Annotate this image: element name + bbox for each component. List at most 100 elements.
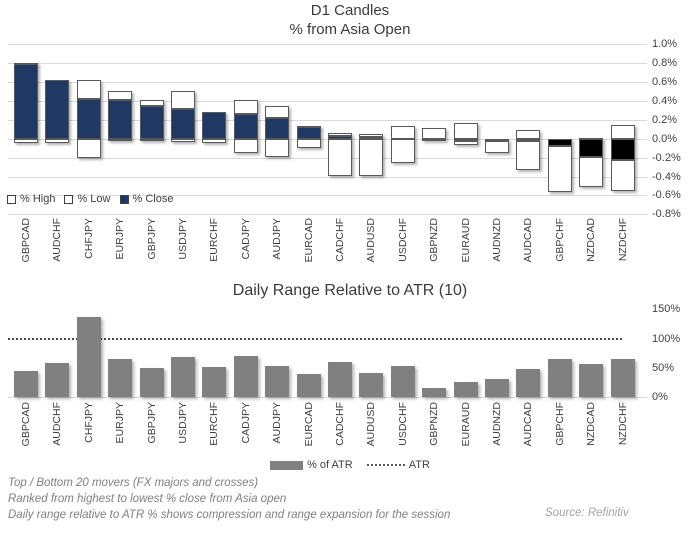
candle-GBPCHF — [547, 138, 572, 147]
atr-bar-CHFJPY — [76, 316, 101, 398]
top-x-tick-label: CADJPY — [239, 218, 252, 260]
atr-bar-AUDCHF — [45, 363, 70, 398]
candle-NZDCHF — [610, 124, 635, 139]
candle-EURCHF — [202, 138, 227, 144]
candle-CADJPY — [233, 114, 258, 139]
legend-label: % High — [20, 193, 56, 205]
top-x-tick-label: GBPNZD — [428, 218, 441, 262]
top-y-tick-label: 1.0% — [652, 38, 678, 51]
top-x-tick-label: AUDNZD — [491, 218, 503, 262]
candle-CHFJPY — [76, 99, 101, 139]
candle-NZDCHF — [610, 138, 635, 161]
atr-bar-AUDUSD — [359, 373, 384, 398]
top-x-tick-label: GBPCAD — [20, 218, 32, 263]
bottom-chart-legend: % of ATR ATR — [0, 459, 700, 471]
candle-USDCHF — [390, 126, 415, 139]
bottom-x-tick-label: CHFJPY — [82, 402, 95, 443]
legend-swatch — [7, 194, 16, 204]
candle-AUDNZD — [485, 140, 509, 153]
bottom-x-tick-label: AUDJPY — [271, 402, 284, 444]
candle-CHFJPY — [76, 80, 101, 99]
candle-EURJPY — [108, 100, 133, 139]
top-x-tick-label: AUDCAD — [522, 218, 535, 263]
bottom-x-tick-label: GBPJPY — [145, 402, 158, 444]
candle-EURJPY — [108, 91, 133, 100]
bottom-x-tick-label: EURAUD — [459, 402, 472, 447]
candle-AUDJPY — [265, 117, 290, 139]
candle-EURCAD — [296, 138, 321, 149]
top-x-tick-label: AUDUSD — [365, 218, 378, 263]
legend-item-atr: ATR — [366, 459, 430, 471]
bottom-y-tick-label: 100% — [652, 332, 681, 345]
bottom-x-tick-label: USDJPY — [177, 402, 189, 444]
top-gridline — [8, 119, 647, 121]
candle-NZDCAD — [579, 138, 604, 157]
atr-bar-NZDCHF — [610, 359, 635, 398]
source-credit: Source: Refinitiv — [545, 507, 629, 519]
candle-GBPJPY — [139, 100, 164, 106]
candle-CADCHF — [328, 135, 352, 139]
legend-label: % Low — [77, 193, 111, 205]
candle-GBPCHF — [547, 146, 572, 192]
atr-bar-USDJPY — [171, 357, 195, 398]
legend-label: % of ATR — [307, 459, 353, 471]
atr-bar-CADJPY — [233, 355, 258, 398]
bottom-x-tick-label: CADJPY — [239, 402, 252, 444]
top-x-tick-label: USDJPY — [177, 218, 189, 260]
top-y-tick-label: -0.2% — [652, 151, 681, 164]
atr-bar-GBPCHF — [547, 358, 572, 398]
bottom-x-tick-label: EURCAD — [302, 402, 315, 447]
legend-swatch — [64, 194, 74, 204]
bottom-x-tick-label: GBPNZD — [428, 402, 441, 446]
top-gridline — [8, 157, 647, 159]
candle-GBPJPY — [139, 105, 164, 139]
bottom-y-tick-label: 150% — [652, 303, 681, 316]
top-x-tick-label: EURAUD — [459, 218, 472, 263]
top-gridline — [8, 100, 647, 102]
top-y-tick-label: -0.8% — [652, 208, 681, 221]
top-x-tick-label: NZDCAD — [585, 218, 598, 262]
atr-bar-EURAUD — [453, 381, 478, 398]
candle-AUDCAD — [516, 138, 541, 141]
candle-EURCHF — [202, 112, 227, 139]
top-x-tick-label: AUDCHF — [51, 218, 64, 262]
candle-GBPCAD — [14, 64, 38, 139]
top-gridline — [8, 176, 647, 178]
top-y-tick-label: -0.4% — [652, 170, 681, 183]
top-chart-title-line2: % from Asia Open — [289, 21, 411, 38]
candle-AUDNZD — [485, 138, 509, 141]
top-y-tick-label: 0.2% — [652, 113, 678, 126]
candle-EURCAD — [296, 127, 321, 139]
atr-bar-NZDCAD — [579, 364, 604, 398]
candle-CADCHF — [328, 138, 352, 177]
candle-GBPNZD — [422, 128, 447, 139]
bottom-x-tick-label: NZDCAD — [585, 402, 598, 446]
bottom-x-tick-label: AUDCHF — [51, 402, 64, 446]
top-y-tick-label: -0.6% — [652, 189, 681, 202]
atr-bar-EURJPY — [108, 358, 133, 398]
top-gridline — [8, 138, 647, 140]
candle-EURAUD — [453, 122, 478, 139]
bottom-x-tick-label: USDCHF — [396, 402, 409, 446]
atr-reference-line — [8, 337, 622, 340]
legend-item-ofatr: % of ATR — [270, 459, 353, 471]
top-chart-legend: % High % Low % Close — [7, 193, 173, 205]
atr-bar-AUDCAD — [516, 369, 541, 398]
footnote-line-3: Daily range relative to ATR % shows comp… — [8, 509, 451, 521]
legend-label: ATR — [408, 459, 430, 471]
candle-NZDCHF — [610, 160, 635, 191]
bottom-x-tick-label: GBPCAD — [20, 402, 32, 447]
bottom-x-tick-label: NZDCHF — [616, 402, 629, 446]
candle-GBPCAD — [14, 138, 38, 144]
top-gridline — [8, 195, 647, 197]
bottom-baseline — [8, 397, 647, 399]
candle-AUDUSD — [359, 136, 384, 139]
candle-USDJPY — [171, 90, 195, 109]
top-chart-title-line1: D1 Candles — [310, 2, 390, 19]
footnotes: Top / Bottom 20 movers (FX majors and cr… — [8, 475, 450, 523]
top-y-tick-label: 0.8% — [652, 57, 678, 70]
bottom-x-tick-label: AUDNZD — [491, 402, 503, 446]
atr-bar-AUDNZD — [485, 379, 509, 398]
legend-swatch — [119, 194, 129, 204]
bottom-x-tick-label: EURJPY — [114, 402, 127, 444]
